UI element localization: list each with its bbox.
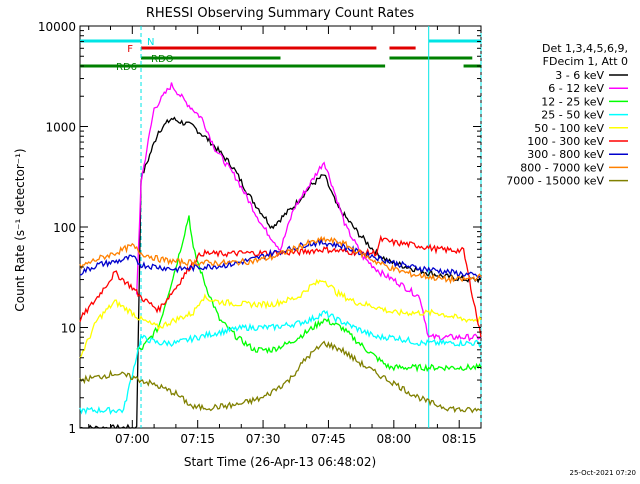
x-axis-label: Start Time (26-Apr-13 06:48:02) bbox=[184, 455, 376, 469]
flag-label-rd6: RD6 bbox=[116, 62, 137, 73]
legend-label-7000-15000-kev: 7000 - 15000 keV bbox=[506, 175, 604, 188]
series-line-7000-15000-kev bbox=[79, 340, 482, 414]
y-tick-label: 1 bbox=[68, 422, 76, 436]
y-tick-label: 10000 bbox=[38, 20, 76, 34]
series-line-800-7000-kev bbox=[79, 235, 482, 285]
series-line-300-800-kev bbox=[79, 238, 482, 279]
y-tick-label: 1000 bbox=[45, 121, 76, 135]
flag-label-n: N bbox=[147, 37, 154, 48]
chart-title: RHESSI Observing Summary Count Rates bbox=[146, 6, 415, 21]
series-line-25-50-kev bbox=[79, 310, 482, 416]
x-tick-label: 08:00 bbox=[377, 432, 412, 446]
legend-label-6-12-kev: 6 - 12 keV bbox=[548, 82, 604, 95]
x-tick-label: 07:00 bbox=[115, 432, 150, 446]
y-axis-label: Count Rate (s⁻¹ detector⁻¹) bbox=[13, 148, 27, 311]
x-tick-label: 07:45 bbox=[311, 432, 346, 446]
flag-label-rdo: RDO bbox=[151, 54, 174, 65]
vertical-markers bbox=[140, 26, 482, 428]
legend-label-25-50-kev: 25 - 50 keV bbox=[541, 109, 604, 122]
legend-label-12-25-kev: 12 - 25 keV bbox=[541, 95, 604, 108]
legend: Det 1,3,4,5,6,9, FDecim 1, Att 0 3 - 6 k… bbox=[506, 42, 628, 188]
legend-label-3-6-kev: 3 - 6 keV bbox=[555, 69, 604, 82]
series-line-50-100-kev bbox=[79, 278, 482, 359]
series-line-12-25-kev bbox=[136, 215, 482, 373]
x-tick-label: 07:30 bbox=[246, 432, 281, 446]
legend-label-100-300-kev: 100 - 300 keV bbox=[527, 135, 604, 148]
y-tick-label: 100 bbox=[53, 221, 76, 235]
legend-label-300-800-kev: 300 - 800 keV bbox=[527, 148, 604, 161]
series-line-6-12-kev bbox=[136, 82, 482, 342]
legend-label-50-100-kev: 50 - 100 keV bbox=[534, 122, 604, 135]
x-tick-label: 08:15 bbox=[442, 432, 477, 446]
flag-label-f: F bbox=[127, 44, 133, 55]
series-line-3-6-kev bbox=[79, 116, 482, 429]
series-lines bbox=[79, 82, 482, 429]
axes: 07:00 07:15 07:30 07:45 08:00 08:15 1 10 100 1000… bbox=[38, 20, 482, 446]
legend-header-line-2: FDecim 1, Att 0 bbox=[543, 55, 628, 68]
y-tick-label: 10 bbox=[61, 322, 76, 336]
series-line-100-300-kev bbox=[79, 234, 482, 338]
observing-flags: N F RDO RD6 bbox=[80, 37, 481, 73]
x-tick-label: 07:15 bbox=[180, 432, 215, 446]
legend-label-800-7000-kev: 800 - 7000 keV bbox=[520, 161, 604, 174]
legend-header-line-1: Det 1,3,4,5,6,9, bbox=[542, 42, 628, 55]
footer-date: 25-Oct-2021 07:20 bbox=[570, 469, 636, 477]
